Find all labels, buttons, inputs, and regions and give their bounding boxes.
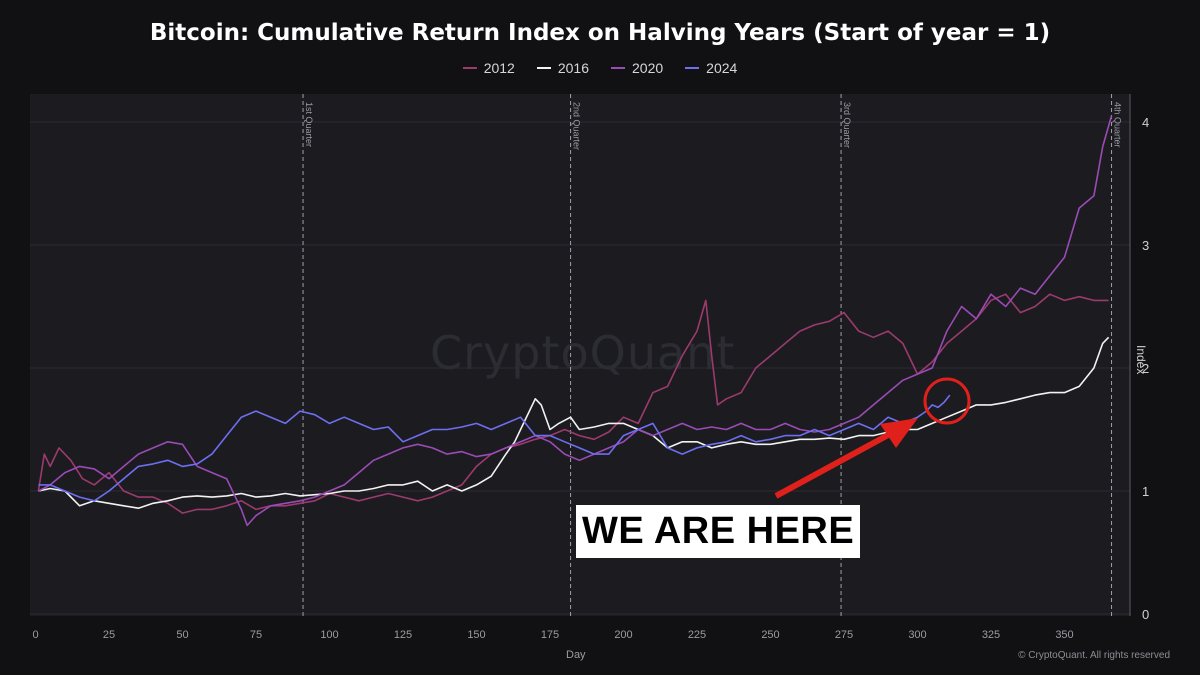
x-tick-label: 275 [835,629,853,641]
legend-swatch [611,67,625,69]
x-tick-label: 225 [688,629,706,641]
quarter-marker-label: 3rd Quarter [842,102,852,148]
legend-item-2024[interactable]: 2024 [685,60,737,76]
y-tick-label: 3 [1142,238,1149,253]
x-tick-label: 125 [394,629,412,641]
x-tick-label: 50 [176,629,188,641]
legend-label: 2012 [483,60,515,76]
x-tick-label: 25 [103,629,115,641]
callout-arrow-shaft [774,431,892,499]
series-line-2024 [38,394,951,502]
callout-arrow-head [880,418,918,448]
chart-legend: 2012 2016 2020 2024 [0,60,1200,76]
legend-swatch [462,67,477,69]
quarter-marker-label: 1st Quarter [304,102,314,147]
x-tick-label: 0 [32,629,38,641]
we-are-here-callout: WE ARE HERE [576,505,861,558]
x-tick-label: 250 [761,629,779,641]
x-tick-label: 150 [467,629,485,641]
series-line-2020 [38,115,1113,527]
legend-label: 2024 [706,60,738,76]
legend-label: 2016 [557,60,589,76]
chart-title: Bitcoin: Cumulative Return Index on Halv… [149,20,1051,46]
legend-label: 2020 [632,60,664,76]
x-tick-label: 200 [614,629,632,641]
y-tick-label: 2 [1142,361,1149,376]
x-tick-label: 75 [250,629,262,641]
y-tick-label: 1 [1142,484,1149,499]
x-tick-label: 100 [320,629,338,641]
x-tick-label: 325 [982,629,1000,641]
quarter-marker-label: 4th Quarter [1113,102,1123,148]
legend-item-2016[interactable]: 2016 [536,60,589,76]
copyright-text: © CryptoQuant. All rights reserved [1018,650,1170,661]
legend-swatch [685,67,700,69]
series-line-2012 [37,293,1109,514]
x-axis-title: Day [566,649,586,661]
x-tick-label: 300 [908,629,926,641]
y-tick-label: 4 [1142,115,1149,130]
quarter-marker-label: 2nd Quarter [572,102,582,150]
highlight-circle [923,377,971,425]
y-axis-title: Index [1134,345,1148,375]
series-line-2016 [38,336,1110,510]
legend-item-2012[interactable]: 2012 [462,60,515,76]
x-tick-label: 350 [1055,629,1073,641]
legend-item-2020[interactable]: 2020 [611,60,663,76]
y-tick-label: 0 [1142,607,1149,622]
x-tick-label: 175 [541,629,559,641]
legend-swatch [536,67,551,69]
